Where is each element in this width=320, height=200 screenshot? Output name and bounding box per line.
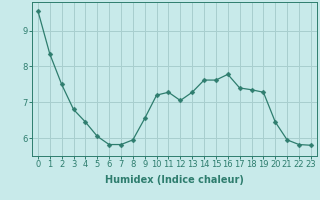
X-axis label: Humidex (Indice chaleur): Humidex (Indice chaleur) [105, 175, 244, 185]
